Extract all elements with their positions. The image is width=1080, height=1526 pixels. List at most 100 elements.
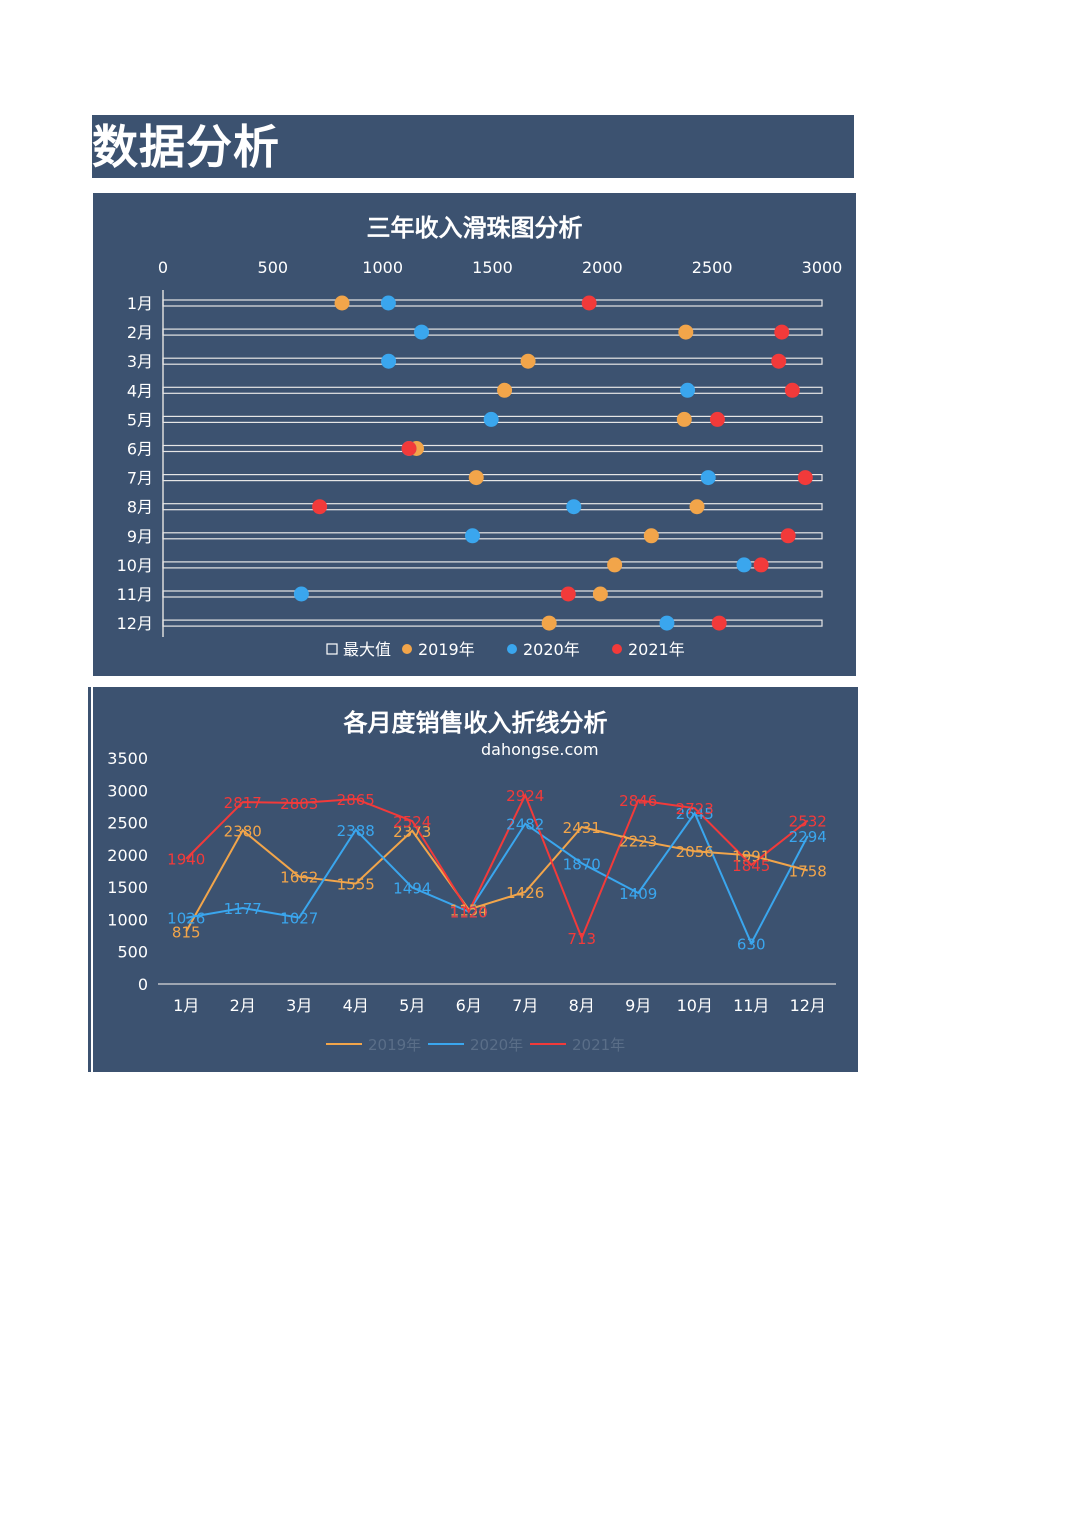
x-tick-label: 1月 — [173, 996, 199, 1015]
x-tick-label: 2月 — [230, 996, 256, 1015]
category-label: 2月 — [127, 323, 153, 342]
data-label: 2223 — [619, 832, 657, 850]
data-label: 2924 — [506, 787, 544, 805]
legend-label: 最大值 — [343, 640, 391, 659]
x-tick-label: 1500 — [472, 258, 513, 277]
category-label: 6月 — [127, 440, 153, 459]
y-tick-label: 2000 — [107, 846, 148, 865]
data-label: 2723 — [676, 800, 714, 818]
slider-bead-chart: 0 500 1000 1500 2000 2500 3000 1月 2月 3月 4月 5月 6月 7月 8月… — [117, 258, 843, 659]
data-label: 1845 — [732, 857, 770, 875]
data-label: 2865 — [337, 791, 375, 809]
category-label: 11月 — [117, 585, 153, 604]
category-label: 12月 — [117, 614, 153, 633]
bead-point — [414, 324, 430, 340]
bead-point — [780, 528, 796, 544]
data-label: 2803 — [280, 795, 318, 813]
data-label: 1026 — [167, 910, 205, 928]
data-label: 2817 — [224, 794, 262, 812]
bead-point — [607, 557, 623, 573]
bead-point — [483, 411, 499, 427]
bead-point — [312, 499, 328, 515]
category-label: 7月 — [127, 469, 153, 488]
bead-point — [560, 586, 576, 602]
x-tick-label: 8月 — [569, 996, 595, 1015]
legend-marker — [612, 644, 622, 654]
data-label: 2388 — [337, 822, 375, 840]
data-label: 2294 — [789, 828, 827, 846]
x-tick-label: 7月 — [512, 996, 538, 1015]
bead-point — [680, 382, 696, 398]
data-label: 815 — [172, 923, 201, 941]
data-label: 1940 — [167, 851, 205, 869]
series-line — [185, 792, 809, 941]
x-tick-label: 2000 — [582, 258, 623, 277]
bead-point — [771, 353, 787, 369]
x-tick-label: 10月 — [677, 996, 713, 1015]
x-tick-label: 500 — [258, 258, 289, 277]
slider-bead-chart-panel: 三年收入滑珠图分析 0 500 1000 1500 2000 2500 3000 1月 2月 3月… — [93, 193, 856, 676]
bead-point — [592, 586, 608, 602]
data-label: 2431 — [563, 819, 601, 837]
series-line — [186, 811, 809, 946]
legend-marker — [326, 643, 338, 655]
bead-point — [381, 353, 397, 369]
data-label: 1870 — [563, 855, 601, 873]
legend-label: 2019年 — [418, 640, 475, 659]
page-title: 数据分析 — [92, 120, 280, 174]
data-label: 2846 — [619, 792, 657, 810]
max-value-bar — [162, 299, 823, 307]
page-header: 数据分析 — [92, 115, 854, 178]
bead-point — [736, 557, 752, 573]
panel-left-border — [88, 687, 91, 1072]
chart-title-bead: 三年收入滑珠图分析 — [366, 214, 583, 242]
max-value-bar — [162, 619, 823, 627]
x-tick-label: 3月 — [286, 996, 312, 1015]
bead-point — [497, 382, 513, 398]
max-value-bar — [162, 532, 823, 540]
y-tick-label: 500 — [117, 943, 148, 962]
max-value-bar — [162, 328, 823, 336]
bead-point — [797, 470, 813, 486]
legend-marker — [402, 644, 412, 654]
data-label: 2645 — [676, 805, 714, 823]
legend-marker — [507, 644, 517, 654]
data-label: 1758 — [789, 862, 827, 880]
max-value-bar — [162, 386, 823, 394]
x-tick-label: 4月 — [343, 996, 369, 1015]
bead-point — [465, 528, 481, 544]
legend-label: 2021年 — [628, 640, 685, 659]
data-label: 1662 — [280, 869, 318, 887]
data-label: 1120 — [450, 904, 488, 922]
bead-point — [784, 382, 800, 398]
legend-label: 2021年 — [572, 1036, 625, 1054]
x-tick-label: 9月 — [625, 996, 651, 1015]
bead-point — [678, 324, 694, 340]
category-label: 4月 — [127, 381, 153, 400]
data-label: 1991 — [732, 847, 770, 865]
category-label: 3月 — [127, 352, 153, 371]
max-value-bar — [162, 561, 823, 569]
y-tick-label: 0 — [138, 975, 148, 994]
bead-point — [676, 411, 692, 427]
y-tick-label: 3500 — [107, 749, 148, 768]
bead-point — [520, 353, 536, 369]
line-chart: 0 500 1000 1500 2000 2500 3000 3500 1月 2月 3月 4月 5月 6月… — [107, 749, 836, 1054]
watermark: dahongse.com — [481, 740, 599, 759]
x-tick-label: 5月 — [399, 996, 425, 1015]
x-tick-label: 3000 — [802, 258, 843, 277]
bead-point — [581, 295, 597, 311]
bead-point — [709, 411, 725, 427]
data-label: 2532 — [789, 813, 827, 831]
data-label: 2482 — [506, 816, 544, 834]
bead-point — [541, 615, 557, 631]
data-label: 1177 — [224, 900, 262, 918]
y-tick-label: 3000 — [107, 781, 148, 800]
legend-label: 2019年 — [368, 1036, 421, 1054]
bead-point — [689, 499, 705, 515]
bead-point — [293, 586, 309, 602]
data-label: 2380 — [224, 822, 262, 840]
bead-point — [401, 441, 417, 456]
category-label: 8月 — [127, 498, 153, 517]
series-line — [185, 825, 809, 932]
